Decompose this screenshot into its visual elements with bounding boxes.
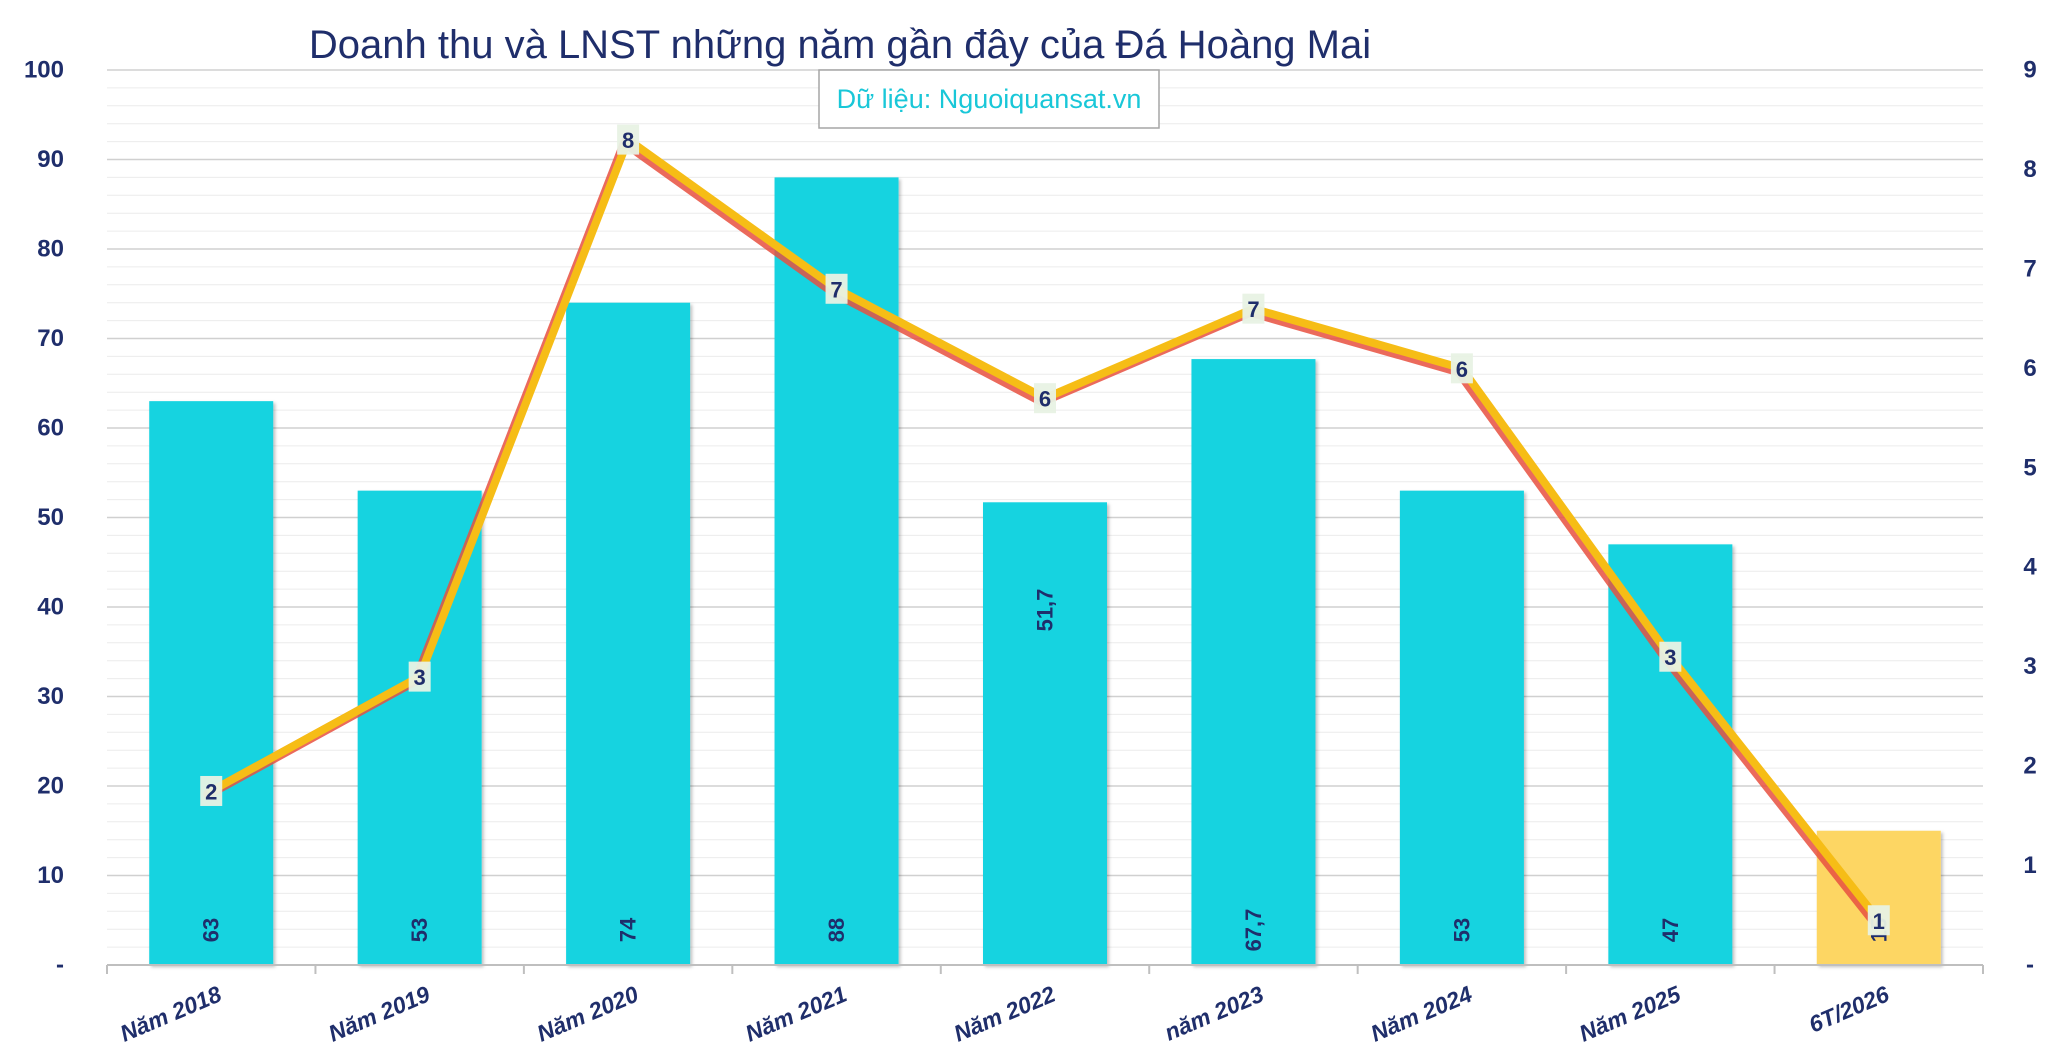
right-axis-tick: 5 — [2023, 454, 2036, 481]
left-axis-tick: 20 — [37, 773, 64, 800]
x-category-label: Năm 2020 — [533, 981, 642, 1047]
point-label-box — [1659, 641, 1682, 672]
bar — [983, 502, 1107, 965]
left-axis-tick: 50 — [37, 504, 64, 531]
point-label-text: 7 — [1247, 297, 1259, 322]
point-label: 3 — [408, 661, 431, 692]
bar-value-label: 53 — [1449, 918, 1474, 942]
point-label-box — [825, 273, 848, 304]
bar-value-label: 63 — [199, 918, 224, 942]
x-category-label: Năm 2024 — [1367, 981, 1476, 1047]
bar-value-label: 47 — [1658, 918, 1683, 942]
left-axis-tick: 90 — [37, 146, 64, 173]
left-axis-tick: 60 — [37, 415, 64, 442]
right-axis-tick: 7 — [2023, 255, 2036, 282]
left-axis-tick: 30 — [37, 683, 64, 710]
point-label: 3 — [1659, 641, 1682, 672]
point-label: 2 — [200, 775, 223, 806]
point-label-box — [408, 661, 431, 692]
point-label: 8 — [617, 124, 640, 155]
point-label: 7 — [1242, 293, 1265, 324]
right-axis-tick: - — [2026, 952, 2034, 979]
bar — [566, 302, 691, 965]
left-axis-tick: - — [56, 952, 64, 979]
point-label-text: 3 — [1664, 645, 1676, 670]
x-category-label: năm 2023 — [1161, 981, 1268, 1046]
x-category-label: 6T/2026 — [1805, 981, 1893, 1038]
left-axis-tick: 40 — [37, 594, 64, 621]
source-text: Dữ liệu: Nguoiquansat.vn — [837, 84, 1142, 114]
x-category-label: Năm 2025 — [1575, 980, 1685, 1046]
chart-title: Doanh thu và LNST những năm gần đây của … — [309, 23, 1371, 67]
point-label: 6 — [1034, 383, 1056, 414]
point-label-text: 6 — [1039, 387, 1051, 412]
left-axis-tick: 100 — [24, 57, 64, 84]
bar-value-label: 53 — [407, 918, 432, 942]
point-label-text: 2 — [205, 779, 217, 804]
bar-value-label: 51,7 — [1033, 589, 1058, 632]
point-label-text: 8 — [622, 128, 634, 153]
x-category-label: Năm 2021 — [741, 981, 850, 1047]
right-axis-tick: 2 — [2023, 753, 2036, 780]
x-category-label: Năm 2022 — [950, 981, 1059, 1047]
bar — [1191, 359, 1316, 966]
bar-value-label: 88 — [824, 918, 849, 942]
point-label-box — [1242, 293, 1265, 324]
point-label-box — [617, 124, 640, 155]
point-label-box — [1450, 353, 1473, 384]
right-axis-tick: 1 — [2023, 852, 2036, 879]
point-label-text: 1 — [1873, 909, 1885, 934]
right-axis-tick: 4 — [2023, 554, 2037, 581]
source-box: Dữ liệu: Nguoiquansat.vn — [818, 69, 1160, 129]
left-axis-tick: 80 — [37, 236, 64, 263]
left-axis-tick: 70 — [37, 325, 64, 352]
right-axis-tick: 6 — [2023, 355, 2036, 382]
right-axis-tick: 9 — [2023, 57, 2036, 84]
point-label-text: 7 — [830, 277, 842, 302]
right-axis-tick: 8 — [2023, 156, 2036, 183]
point-label-box — [200, 775, 223, 806]
left-axis-tick: 10 — [37, 862, 64, 889]
point-label: 1 — [1867, 905, 1890, 936]
point-label-box — [1034, 383, 1056, 414]
point-label: 7 — [825, 273, 848, 304]
bar — [1399, 490, 1524, 965]
x-category-label: Năm 2019 — [325, 981, 434, 1047]
point-label: 6 — [1450, 353, 1473, 384]
bar-value-label: 74 — [616, 917, 641, 942]
bar-series — [149, 177, 1941, 966]
x-category-label: Năm 2018 — [116, 981, 225, 1047]
right-axis-tick: 3 — [2023, 653, 2036, 680]
point-label-text: 3 — [414, 665, 426, 690]
point-label-box — [1867, 905, 1890, 936]
point-label-text: 6 — [1456, 357, 1468, 382]
bar-value-label: 67,7 — [1241, 909, 1266, 952]
bar — [149, 401, 274, 965]
bar — [1816, 830, 1941, 965]
